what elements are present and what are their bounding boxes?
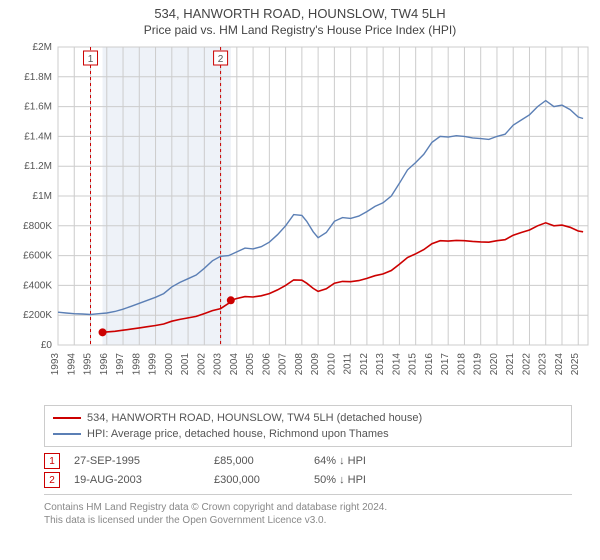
svg-text:2007: 2007 <box>278 353 289 376</box>
svg-text:1995: 1995 <box>83 353 94 376</box>
svg-text:2: 2 <box>218 54 224 65</box>
sale-pct: 64% ↓ HPI <box>314 455 454 467</box>
sale-pct: 50% ↓ HPI <box>314 474 454 486</box>
svg-text:2020: 2020 <box>489 353 500 376</box>
svg-text:1999: 1999 <box>148 353 159 376</box>
svg-text:£1M: £1M <box>33 191 52 202</box>
sale-price: £85,000 <box>214 455 314 467</box>
svg-text:2008: 2008 <box>294 353 305 376</box>
svg-text:2021: 2021 <box>505 353 516 376</box>
svg-text:1994: 1994 <box>66 353 77 376</box>
legend-item-price: 534, HANWORTH ROAD, HOUNSLOW, TW4 5LH (d… <box>53 410 563 426</box>
svg-text:2018: 2018 <box>456 353 467 376</box>
price-chart: £0 £200K £400K £600K £800K £1M £1.2M £1.4M £1.6M… <box>0 37 600 397</box>
sale-row: 2 19-AUG-2003£300,00050% ↓ HPI <box>44 472 572 488</box>
svg-text:2003: 2003 <box>213 353 224 376</box>
sale-marker: 1 <box>44 453 60 469</box>
sale-date: 27-SEP-1995 <box>74 455 214 467</box>
svg-text:£600K: £600K <box>23 251 52 262</box>
svg-text:£200K: £200K <box>23 310 52 321</box>
sale-price: £300,000 <box>214 474 314 486</box>
svg-text:2010: 2010 <box>326 353 337 376</box>
svg-text:2024: 2024 <box>554 353 565 376</box>
svg-text:2019: 2019 <box>473 353 484 376</box>
footer: Contains HM Land Registry data © Crown c… <box>44 494 572 527</box>
svg-text:2025: 2025 <box>570 353 581 376</box>
svg-text:2005: 2005 <box>245 353 256 376</box>
footer-line2: This data is licensed under the Open Gov… <box>44 514 572 527</box>
title-line1: 534, HANWORTH ROAD, HOUNSLOW, TW4 5LH <box>0 6 600 21</box>
svg-text:£1.6M: £1.6M <box>24 102 52 113</box>
legend-label: 534, HANWORTH ROAD, HOUNSLOW, TW4 5LH (d… <box>87 412 422 424</box>
svg-text:2009: 2009 <box>310 353 321 376</box>
svg-text:2013: 2013 <box>375 353 386 376</box>
svg-text:2017: 2017 <box>440 353 451 376</box>
svg-text:£1.2M: £1.2M <box>24 161 52 172</box>
svg-text:2015: 2015 <box>408 353 419 376</box>
svg-text:£2M: £2M <box>33 42 52 53</box>
svg-text:2001: 2001 <box>180 353 191 376</box>
svg-text:£1.4M: £1.4M <box>24 131 52 142</box>
svg-text:1: 1 <box>88 54 94 65</box>
svg-text:£400K: £400K <box>23 280 52 291</box>
legend-item-hpi: HPI: Average price, detached house, Rich… <box>53 426 563 442</box>
svg-text:£0: £0 <box>41 340 53 351</box>
svg-text:1993: 1993 <box>50 353 61 376</box>
svg-text:2002: 2002 <box>196 353 207 376</box>
title-line2: Price paid vs. HM Land Registry's House … <box>0 23 600 37</box>
svg-text:1996: 1996 <box>99 353 110 376</box>
svg-text:2004: 2004 <box>229 353 240 376</box>
svg-text:2014: 2014 <box>391 353 402 376</box>
svg-text:£1.8M: £1.8M <box>24 72 52 83</box>
svg-text:1997: 1997 <box>115 353 126 376</box>
legend-label: HPI: Average price, detached house, Rich… <box>87 428 389 440</box>
svg-text:1998: 1998 <box>131 353 142 376</box>
footer-line1: Contains HM Land Registry data © Crown c… <box>44 501 572 514</box>
svg-text:£800K: £800K <box>23 221 52 232</box>
sale-row: 1 27-SEP-1995£85,00064% ↓ HPI <box>44 453 572 469</box>
svg-text:2000: 2000 <box>164 353 175 376</box>
svg-text:2022: 2022 <box>521 353 532 376</box>
svg-text:2011: 2011 <box>343 353 354 375</box>
svg-text:2023: 2023 <box>538 353 549 376</box>
svg-text:2016: 2016 <box>424 353 435 376</box>
svg-text:2012: 2012 <box>359 353 370 376</box>
sale-date: 19-AUG-2003 <box>74 474 214 486</box>
svg-text:2006: 2006 <box>261 353 272 376</box>
sale-marker: 2 <box>44 472 60 488</box>
legend: 534, HANWORTH ROAD, HOUNSLOW, TW4 5LH (d… <box>44 405 572 447</box>
